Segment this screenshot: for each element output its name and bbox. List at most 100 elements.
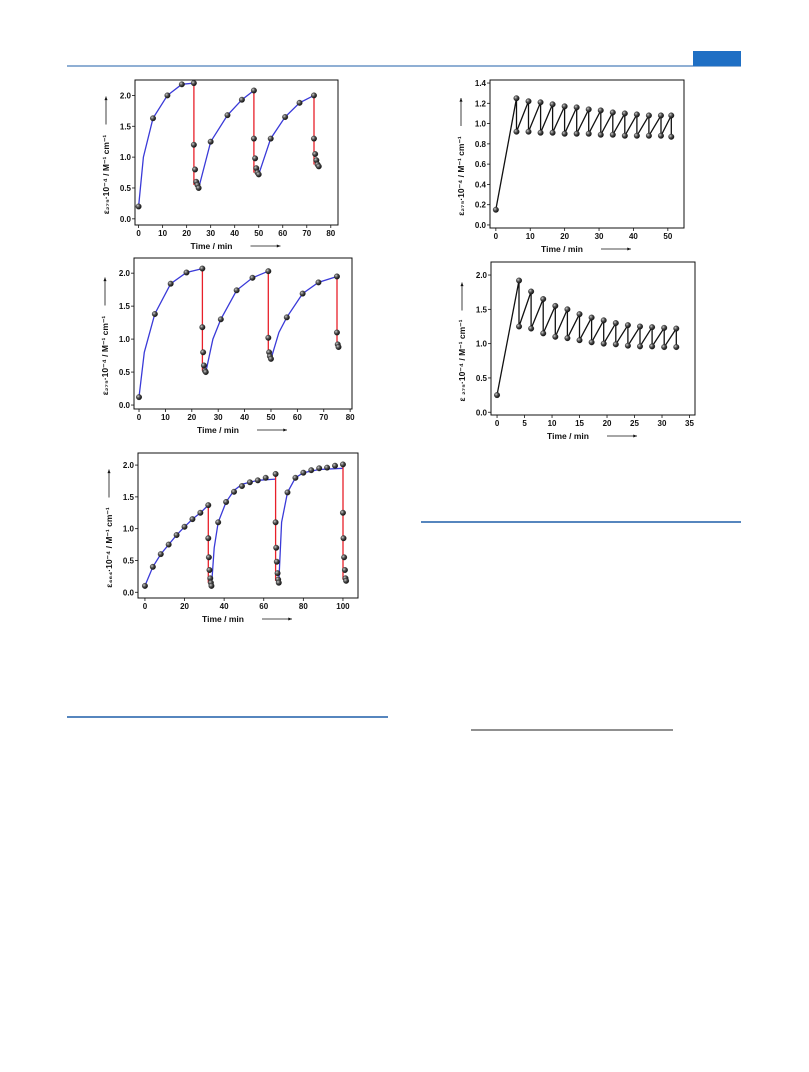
- data-point: [343, 577, 350, 584]
- x-tick-label: 0: [495, 419, 500, 428]
- axis-arrowhead: [104, 96, 108, 101]
- chart: 0 5 10 15 20 25 30 35 0.0 0.5 1.0 1.5 2.0 Time / min ε…: [457, 261, 696, 441]
- x-tick-label: 10: [548, 419, 557, 428]
- y-tick-label: 1.4: [475, 79, 487, 88]
- data-point: [637, 343, 643, 350]
- x-tick-label: 40: [230, 229, 239, 238]
- y-tick-label: 0.2: [475, 201, 487, 210]
- x-tick-label: 30: [206, 229, 215, 238]
- data-point: [252, 155, 259, 162]
- data-point: [492, 206, 499, 213]
- chart: 0 10 20 30 40 50 60 70 80 0.0 0.5 1.0 1.5 2.0 Time / m…: [101, 79, 339, 251]
- data-point: [516, 277, 522, 284]
- data-point: [284, 489, 291, 496]
- x-tick-label: 80: [326, 229, 335, 238]
- data-point: [199, 324, 206, 331]
- data-point: [340, 509, 346, 516]
- data-point: [335, 344, 342, 350]
- data-point: [576, 311, 583, 318]
- data-point: [178, 81, 185, 88]
- x-tick-label: 25: [630, 419, 639, 428]
- x-tick-label: 30: [214, 413, 223, 422]
- x-tick-label: 40: [240, 413, 249, 422]
- data-point: [494, 392, 500, 399]
- data-point: [549, 129, 556, 136]
- x-tick-label: 0: [136, 229, 141, 238]
- data-point: [645, 132, 652, 139]
- data-point: [658, 112, 664, 119]
- data-point: [661, 344, 668, 351]
- data-point: [206, 567, 213, 573]
- x-tick-label: 70: [319, 413, 328, 422]
- data-point: [272, 471, 279, 477]
- y-tick-label: 0.0: [120, 215, 132, 224]
- data-point: [673, 325, 680, 332]
- data-point: [197, 509, 204, 516]
- data-point: [151, 311, 158, 317]
- data-point: [265, 334, 272, 341]
- x-tick-label: 50: [254, 229, 263, 238]
- data-point: [612, 341, 619, 348]
- x-tick-label: 100: [336, 602, 350, 611]
- data-point: [208, 582, 215, 589]
- y-tick-label: 1.5: [120, 122, 132, 131]
- data-point: [199, 265, 206, 272]
- data-point: [597, 107, 604, 114]
- data-point: [215, 519, 222, 526]
- data-point: [255, 171, 262, 178]
- data-point: [576, 337, 583, 344]
- data-point: [528, 288, 535, 295]
- data-point: [190, 80, 197, 87]
- x-tick-label: 10: [161, 413, 170, 422]
- data-point: [272, 519, 279, 526]
- x-tick-label: 10: [158, 229, 167, 238]
- data-point: [249, 274, 256, 281]
- y-axis-label: ε₂₇₅·10⁻⁴ / M⁻¹ cm⁻¹: [456, 136, 466, 216]
- data-point: [624, 322, 631, 329]
- data-point: [217, 316, 224, 323]
- data-point: [262, 474, 269, 481]
- data-point: [332, 462, 338, 469]
- y-tick-label: 2.0: [120, 91, 132, 100]
- data-point: [334, 329, 340, 336]
- data-point: [552, 333, 559, 340]
- data-point: [231, 488, 237, 495]
- data-point: [205, 502, 212, 509]
- x-tick-label: 40: [220, 602, 229, 611]
- data-point: [157, 551, 164, 558]
- data-point: [189, 516, 196, 523]
- data-point: [299, 290, 306, 297]
- y-tick-label: 1.5: [119, 302, 131, 311]
- data-point: [254, 477, 261, 484]
- x-axis-label: Time / min: [547, 431, 589, 441]
- data-point: [273, 544, 280, 551]
- data-point: [340, 461, 346, 468]
- data-point: [246, 479, 253, 486]
- data-point: [183, 269, 190, 276]
- y-tick-label: 0.0: [476, 408, 488, 417]
- data-point: [316, 465, 323, 472]
- x-tick-label: 60: [278, 229, 287, 238]
- data-point: [525, 98, 532, 105]
- data-point: [668, 112, 675, 119]
- axis-arrowhead: [103, 277, 107, 282]
- data-point: [645, 112, 652, 119]
- axis-arrowhead: [459, 98, 463, 102]
- data-point: [528, 325, 535, 332]
- x-tick-label: 0: [143, 602, 148, 611]
- y-axis-label: ε ₂₇₅·10⁻⁴ / M⁻¹ cm⁻¹: [457, 319, 467, 401]
- data-point: [621, 110, 628, 117]
- data-point: [585, 106, 592, 113]
- data-point: [549, 101, 556, 108]
- data-point: [525, 128, 532, 135]
- data-point: [609, 109, 616, 116]
- data-point: [202, 369, 209, 376]
- data-point: [192, 166, 199, 173]
- x-tick-label: 70: [302, 229, 311, 238]
- data-point: [282, 114, 289, 120]
- data-point: [585, 130, 592, 137]
- y-tick-label: 1.0: [119, 335, 131, 344]
- data-point: [341, 554, 348, 561]
- data-point: [340, 535, 347, 542]
- data-point: [181, 523, 188, 530]
